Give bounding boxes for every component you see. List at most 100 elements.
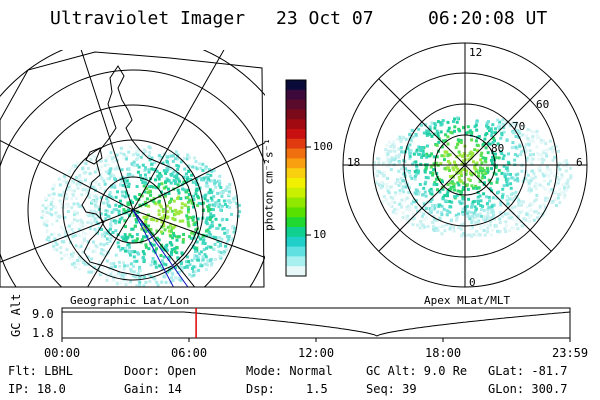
- emission-pixel: [536, 211, 540, 215]
- emission-pixel: [535, 133, 539, 137]
- emission-pixel: [382, 174, 385, 178]
- emission-pixel: [157, 185, 161, 189]
- emission-pixel: [100, 228, 104, 231]
- emission-pixel: [416, 171, 420, 175]
- emission-pixel: [148, 280, 152, 283]
- emission-pixel: [420, 214, 424, 218]
- emission-pixel: [121, 247, 124, 250]
- emission-pixel: [163, 228, 167, 232]
- emission-pixel: [157, 182, 161, 186]
- emission-pixel: [214, 258, 217, 261]
- emission-pixel: [449, 181, 453, 185]
- emission-pixel: [45, 238, 49, 241]
- emission-pixel: [74, 244, 78, 248]
- emission-pixel: [225, 205, 229, 209]
- mlt-label-18: 18: [347, 156, 361, 169]
- emission-pixel: [94, 200, 98, 204]
- emission-pixel: [219, 208, 223, 212]
- emission-pixel: [194, 270, 198, 274]
- emission-pixel: [177, 276, 181, 280]
- emission-pixel: [91, 210, 95, 214]
- emission-pixel: [169, 223, 173, 227]
- emission-pixel: [59, 201, 63, 205]
- emission-pixel: [483, 223, 486, 227]
- emission-pixel: [464, 172, 468, 176]
- emission-pixel: [190, 231, 194, 235]
- emission-pixel: [456, 167, 460, 171]
- timeline-y-tick-max: 9.0: [32, 307, 54, 321]
- emission-pixel: [147, 247, 151, 251]
- apex-mlt-spokes: [343, 43, 587, 287]
- emission-pixel: [124, 225, 127, 229]
- emission-pixel: [119, 183, 122, 187]
- emission-pixel: [462, 186, 466, 190]
- emission-pixel: [184, 260, 188, 264]
- emission-pixel: [97, 260, 101, 264]
- emission-pixel: [123, 233, 127, 237]
- emission-pixel: [554, 198, 557, 201]
- emission-pixel: [70, 166, 74, 170]
- emission-pixel: [501, 194, 504, 198]
- emission-pixel: [203, 167, 207, 171]
- emission-pixel: [203, 253, 207, 257]
- emission-pixel: [111, 269, 115, 273]
- emission-pixel: [167, 165, 171, 169]
- emission-pixel: [122, 211, 126, 215]
- emission-pixel: [553, 174, 556, 177]
- emission-pixel: [112, 262, 116, 265]
- emission-pixel: [461, 207, 465, 211]
- emission-pixel: [109, 224, 113, 228]
- emission-pixel: [185, 180, 189, 184]
- emission-pixel: [112, 183, 116, 187]
- emission-pixel: [408, 143, 412, 147]
- emission-pixel: [84, 232, 88, 236]
- emission-pixel: [385, 155, 389, 159]
- emission-pixel: [91, 153, 95, 157]
- emission-pixel: [491, 210, 495, 214]
- dsp-value: 1.5: [306, 382, 328, 396]
- emission-pixel: [108, 227, 112, 231]
- lat-label-60: 60: [536, 98, 550, 111]
- emission-pixel: [163, 169, 167, 173]
- emission-pixel: [456, 189, 460, 193]
- emission-pixel: [496, 125, 500, 129]
- emission-pixel: [132, 213, 136, 217]
- emission-pixel: [439, 162, 443, 166]
- emission-pixel: [441, 187, 445, 191]
- emission-pixel: [77, 246, 81, 250]
- emission-pixel: [492, 217, 496, 221]
- emission-pixel: [562, 164, 565, 168]
- emission-pixel: [506, 202, 510, 206]
- emission-pixel: [417, 169, 420, 173]
- emission-pixel: [75, 211, 79, 215]
- emission-pixel: [117, 245, 121, 249]
- emission-pixel: [231, 225, 234, 229]
- emission-pixel: [172, 231, 175, 235]
- emission-pixel: [431, 173, 435, 177]
- glon-readout: GLon: 300.7: [488, 382, 568, 396]
- emission-pixel: [220, 204, 224, 208]
- magnetic-meridian-lines: [132, 209, 189, 287]
- emission-pixel: [512, 211, 516, 215]
- emission-pixel: [484, 172, 488, 176]
- emission-pixel: [122, 237, 126, 241]
- emission-pixel: [154, 202, 158, 206]
- emission-pixel: [158, 264, 162, 268]
- geographic-map: [0, 50, 265, 287]
- emission-pixel: [472, 211, 476, 215]
- emission-pixel: [545, 154, 549, 158]
- emission-pixel: [144, 177, 148, 181]
- emission-pixel: [471, 214, 474, 218]
- emission-pixel: [86, 255, 90, 259]
- emission-pixel: [443, 194, 447, 198]
- emission-pixel: [213, 180, 217, 184]
- emission-pixel: [131, 239, 135, 243]
- emission-pixel: [482, 141, 486, 145]
- emission-pixel: [84, 191, 88, 195]
- emission-pixel: [440, 232, 444, 236]
- emission-pixel: [418, 209, 422, 213]
- emission-pixel: [492, 213, 496, 217]
- emission-pixel: [201, 195, 205, 199]
- emission-pixel: [565, 164, 569, 168]
- emission-pixel: [166, 210, 170, 214]
